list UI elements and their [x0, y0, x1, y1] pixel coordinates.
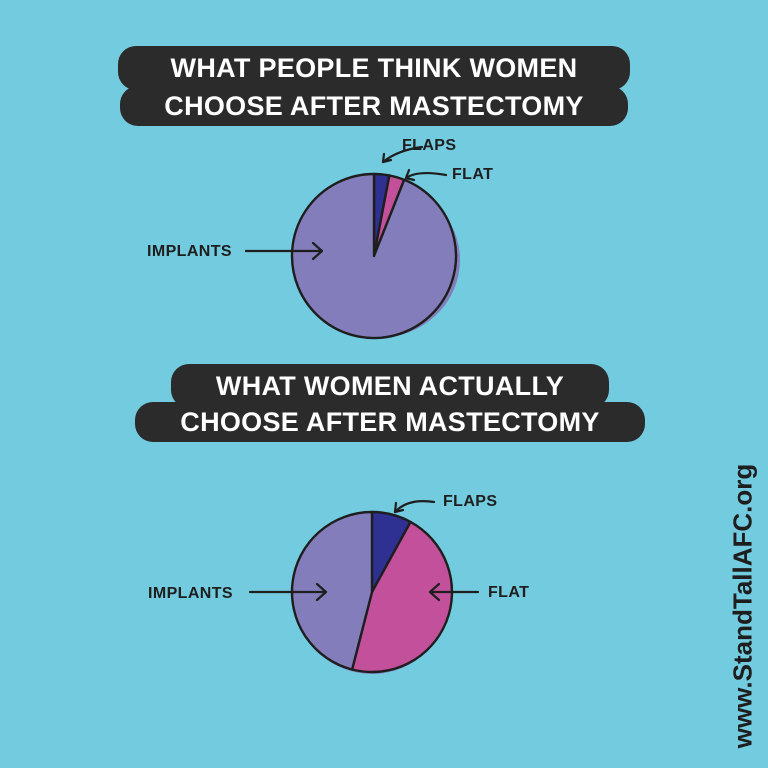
- pie1-arrowhead-flat: [404, 168, 416, 182]
- pie1-label-flat: FLAT: [452, 166, 493, 183]
- chart1-title-line1: WHAT PEOPLE THINK WOMEN: [118, 46, 630, 90]
- pie2-arrow-flat: [428, 582, 480, 602]
- chart1-title-line2: CHOOSE AFTER MASTECTOMY: [120, 86, 628, 126]
- pie2-label-implants: IMPLANTS: [148, 585, 233, 602]
- pie2-arrowhead-flaps: [393, 501, 405, 514]
- pie1-arrow-flaps: [381, 145, 424, 164]
- pie2-arrow-flaps: [393, 500, 436, 514]
- pie1-arrow-implants: [244, 241, 324, 261]
- chart2-title-line2: CHOOSE AFTER MASTECTOMY: [135, 402, 645, 442]
- pie2-arrow-implants: [248, 582, 328, 602]
- chart2-title-line1: WHAT WOMEN ACTUALLY: [171, 364, 609, 408]
- pie1-arrowhead-flaps: [381, 152, 393, 164]
- pie2-label-flat: FLAT: [488, 584, 529, 601]
- pie1-label-implants: IMPLANTS: [147, 243, 232, 260]
- pie2-slice-flat: [350, 520, 454, 674]
- pie2-slice-implants: [290, 510, 374, 671]
- pie1-label-flaps: FLAPS: [402, 137, 456, 154]
- website-url: www.StandTallAFC.org: [727, 463, 758, 749]
- pie-chart-perceived: [290, 172, 460, 340]
- pie-chart-actual: [290, 510, 454, 674]
- pie1-slice-implants: [290, 172, 458, 340]
- pie2-label-flaps: FLAPS: [443, 493, 497, 510]
- pie1-arrow-flat: [404, 171, 448, 180]
